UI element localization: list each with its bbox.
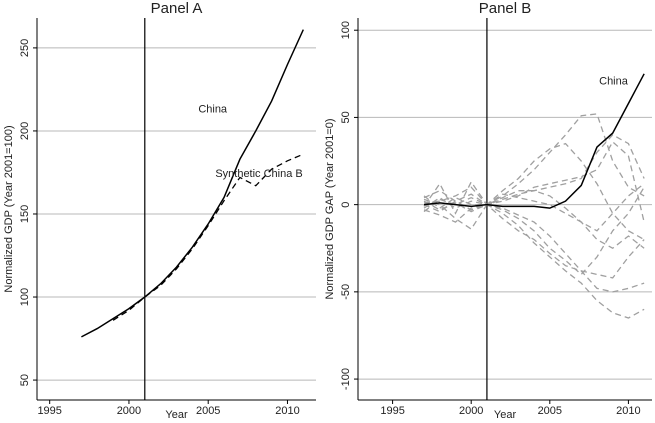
panel-title: Panel A	[151, 0, 203, 17]
y-tick-label: 50	[340, 111, 352, 123]
y-tick-label: 200	[19, 122, 31, 140]
series-line	[423, 180, 645, 279]
y-axis-title: Normalized GDP (Year 2001=100)	[3, 125, 15, 292]
x-tick-label: 2005	[538, 405, 562, 417]
y-tick-label: 100	[340, 21, 352, 39]
series-line	[81, 29, 305, 338]
series-line	[423, 73, 645, 209]
x-tick-label: 2010	[616, 405, 640, 417]
series-line	[423, 140, 645, 223]
y-tick-label: 0	[340, 202, 352, 208]
series-line	[423, 190, 645, 250]
series-label: China	[198, 104, 228, 116]
y-tick-label: -50	[340, 284, 352, 300]
series-line	[423, 183, 645, 232]
y-tick-label: 250	[19, 39, 31, 57]
x-tick-label: 2000	[117, 405, 141, 417]
series-line	[423, 193, 645, 293]
series-line	[423, 113, 645, 213]
y-tick-label: -100	[340, 368, 352, 390]
x-tick-label: 1995	[37, 405, 61, 417]
series-label: China	[599, 76, 629, 88]
x-tick-label: 2005	[196, 405, 220, 417]
x-tick-label: 2000	[459, 405, 483, 417]
x-tick-label: 1995	[380, 405, 404, 417]
x-axis-title: Year	[165, 409, 188, 421]
panel-title: Panel B	[479, 0, 532, 17]
x-tick-label: 2010	[275, 405, 299, 417]
y-tick-label: 50	[19, 374, 31, 386]
series-line	[423, 186, 645, 276]
series-line	[112, 153, 304, 321]
y-axis-title: Normalized GDP GAP (Year 2001=0)	[324, 118, 336, 299]
x-axis-title: Year	[494, 409, 517, 421]
y-tick-label: 100	[19, 288, 31, 306]
y-tick-label: 150	[19, 205, 31, 223]
series-label: Synthetic China B	[215, 168, 302, 180]
